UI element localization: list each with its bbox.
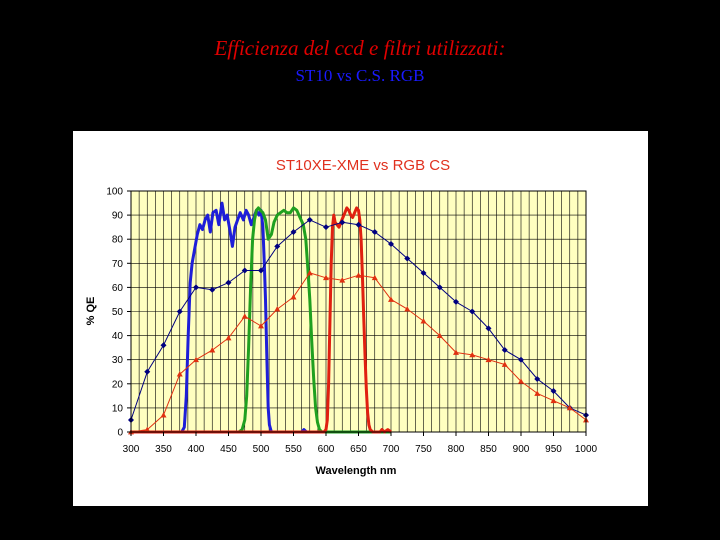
- data-point: [501, 347, 508, 354]
- data-point: [193, 284, 199, 291]
- data-point: [388, 241, 394, 248]
- data-point: [469, 351, 476, 358]
- data-point: [518, 356, 524, 363]
- y-axis-label: % QE: [85, 297, 97, 326]
- data-point: [534, 390, 541, 396]
- data-point: [323, 274, 329, 281]
- data-point: [209, 286, 216, 293]
- data-point: [274, 306, 281, 312]
- data-point: [160, 342, 167, 349]
- data-point: [355, 221, 362, 228]
- y-axis-ticks: 0 10 20 30 40 50 60 70 80 90 100: [106, 187, 131, 439]
- data-point: [225, 279, 232, 286]
- filter-curves: [131, 201, 392, 434]
- y-tick-label: 20: [112, 379, 124, 390]
- x-tick-label: 550: [285, 444, 302, 455]
- data-point: [420, 318, 427, 324]
- y-tick-label: 60: [112, 283, 124, 294]
- x-tick-label: 850: [480, 444, 497, 455]
- data-point: [339, 277, 346, 283]
- x-tick-label: 400: [188, 444, 205, 455]
- y-tick-label: 80: [112, 235, 124, 246]
- y-tick-label: 90: [112, 211, 124, 222]
- data-point: [518, 378, 524, 384]
- series-4: [131, 206, 392, 434]
- data-point: [258, 322, 264, 329]
- data-point: [306, 269, 313, 276]
- data-point: [209, 347, 216, 353]
- data-point: [355, 272, 362, 278]
- series-3: [131, 206, 391, 434]
- y-tick-label: 70: [112, 259, 124, 270]
- data-point: [550, 388, 557, 395]
- data-point: [436, 332, 443, 338]
- data-point: [404, 255, 411, 262]
- y-tick-label: 40: [112, 331, 124, 342]
- x-tick-label: 700: [383, 444, 400, 455]
- data-point: [469, 308, 476, 315]
- series-line: [131, 206, 391, 434]
- data-point: [274, 243, 281, 250]
- data-point: [176, 371, 183, 377]
- x-axis-ticks: 300 350 400 450 500 550 600 650 700 750 800 850 900 9…: [123, 432, 598, 455]
- data-point: [566, 404, 573, 411]
- data-point: [371, 228, 378, 235]
- data-point: [534, 375, 541, 382]
- chart-panel: ST10XE-XME vs RGB CS 300 350 400 450 500 550 6…: [73, 131, 648, 506]
- x-axis-label: Wavelength nm: [316, 465, 397, 477]
- x-tick-label: 750: [415, 444, 432, 455]
- data-point: [453, 298, 459, 305]
- series-1: [128, 269, 589, 435]
- data-point: [176, 308, 183, 315]
- y-tick-label: 0: [117, 428, 123, 439]
- x-tick-label: 950: [545, 444, 562, 455]
- data-point: [485, 356, 492, 363]
- x-tick-label: 600: [318, 444, 335, 455]
- data-point: [160, 412, 167, 418]
- chart-title: ST10XE-XME vs RGB CS: [276, 157, 450, 174]
- data-point: [339, 219, 346, 226]
- data-point: [371, 274, 378, 281]
- series-line: [131, 206, 392, 434]
- data-point: [290, 228, 297, 235]
- data-point: [323, 224, 329, 231]
- x-tick-label: 500: [253, 444, 270, 455]
- x-tick-label: 900: [513, 444, 530, 455]
- data-point: [453, 349, 459, 355]
- data-point: [436, 284, 443, 291]
- data-point: [258, 267, 264, 274]
- data-point: [144, 368, 151, 375]
- x-tick-label: 650: [350, 444, 367, 455]
- series-2: [131, 201, 391, 434]
- slide-subtitle: ST10 vs C.S. RGB: [295, 66, 425, 85]
- qe-chart: ST10XE-XME vs RGB CS 300 350 400 450 500 550 6…: [85, 157, 598, 477]
- data-point: [420, 269, 427, 276]
- data-point: [485, 325, 492, 332]
- qe-curves: [128, 216, 589, 435]
- y-tick-label: 50: [112, 307, 124, 318]
- y-tick-label: 100: [106, 187, 123, 198]
- data-point: [550, 397, 557, 404]
- x-tick-label: 450: [220, 444, 237, 455]
- data-point: [290, 294, 297, 300]
- series-line: [131, 201, 391, 434]
- data-point: [241, 267, 248, 274]
- x-tick-label: 1000: [575, 444, 598, 455]
- x-tick-label: 350: [155, 444, 172, 455]
- y-tick-label: 10: [112, 403, 124, 414]
- series-0: [128, 216, 589, 423]
- data-point: [306, 216, 313, 223]
- data-point: [241, 313, 248, 319]
- data-point: [501, 361, 508, 367]
- data-point: [404, 306, 411, 312]
- data-point: [144, 426, 151, 432]
- data-point: [388, 296, 394, 302]
- slide-title: Efficienza del ccd e filtri utilizzati:: [214, 36, 506, 60]
- data-point: [193, 356, 199, 363]
- x-tick-label: 800: [448, 444, 465, 455]
- data-point: [225, 335, 232, 341]
- x-tick-label: 300: [123, 444, 140, 455]
- y-tick-label: 30: [112, 355, 124, 366]
